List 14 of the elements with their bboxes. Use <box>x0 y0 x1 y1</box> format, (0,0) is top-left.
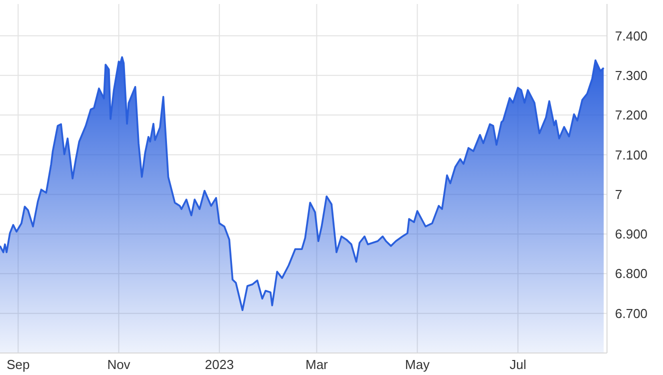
x-tick-label: 2023 <box>204 357 234 372</box>
x-tick-label: May <box>405 357 430 372</box>
y-tick-label: 7.400 <box>615 28 648 44</box>
y-tick-label: 7.300 <box>615 68 648 83</box>
y-tick-label: 7.200 <box>615 108 648 123</box>
y-tick-label: 7.100 <box>615 147 648 162</box>
y-tick-label: 6.800 <box>615 266 648 282</box>
x-tick-label: Nov <box>107 357 131 372</box>
x-tick-label: Mar <box>306 357 329 372</box>
y-tick-label: 7 <box>615 186 622 202</box>
y-tick-label: 6.700 <box>615 306 648 321</box>
y-tick-label: 6.900 <box>615 226 648 242</box>
x-tick-label: Sep <box>6 357 30 372</box>
x-tick-label: Jul <box>510 357 526 372</box>
